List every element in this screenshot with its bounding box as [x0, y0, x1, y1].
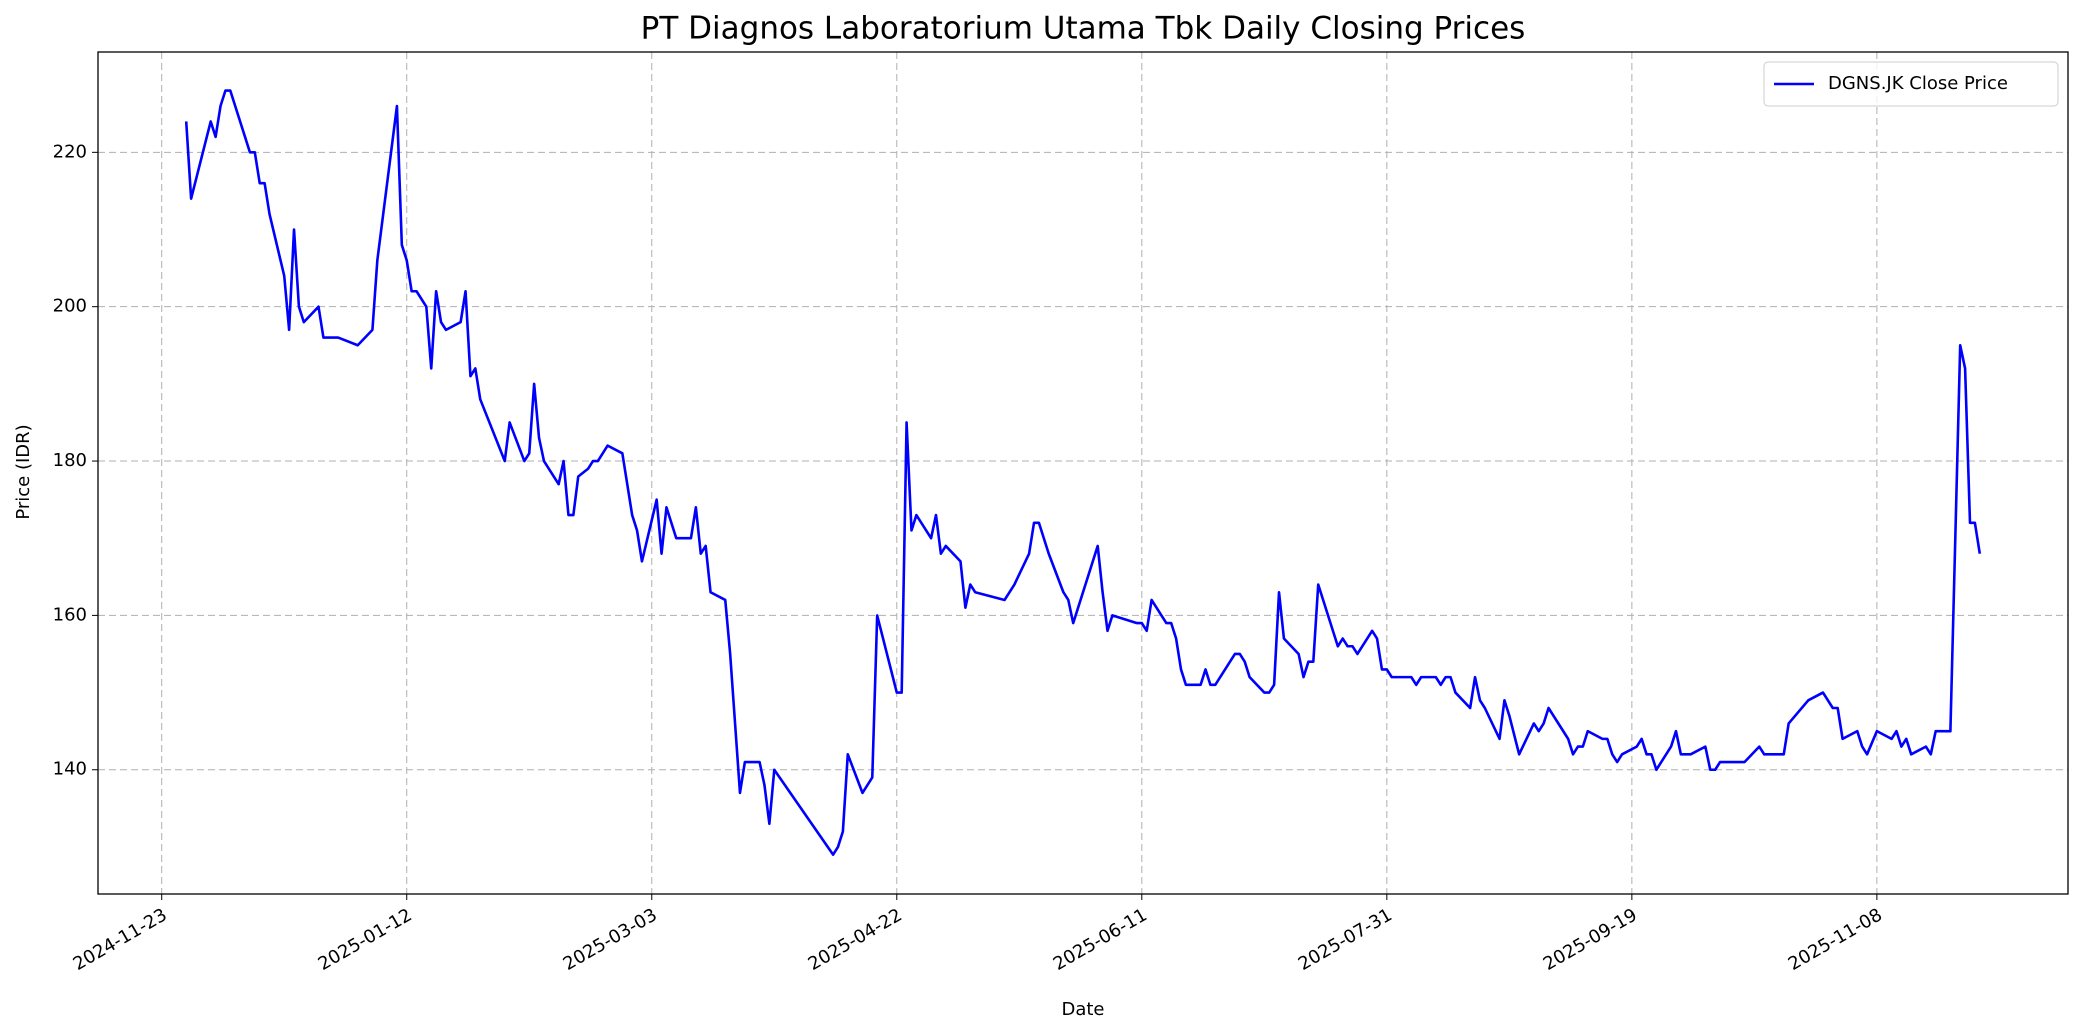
legend-label: DGNS.JK Close Price	[1828, 73, 2008, 94]
y-tick-label: 180	[53, 450, 87, 471]
legend-box	[1763, 61, 2059, 107]
y-tick-label: 160	[53, 604, 87, 625]
price-line	[184, 89, 1982, 856]
y-tick-label: 220	[53, 141, 87, 162]
x-axis-label: Date	[1061, 999, 1104, 1020]
chart-title: PT Diagnos Laboratorium Utama Tbk Daily …	[641, 11, 1526, 47]
y-axis-label: Price (IDR)	[13, 424, 34, 519]
plot-frame	[97, 51, 2069, 895]
y-tick-label: 200	[53, 296, 87, 317]
y-tick-label: 140	[53, 759, 87, 780]
